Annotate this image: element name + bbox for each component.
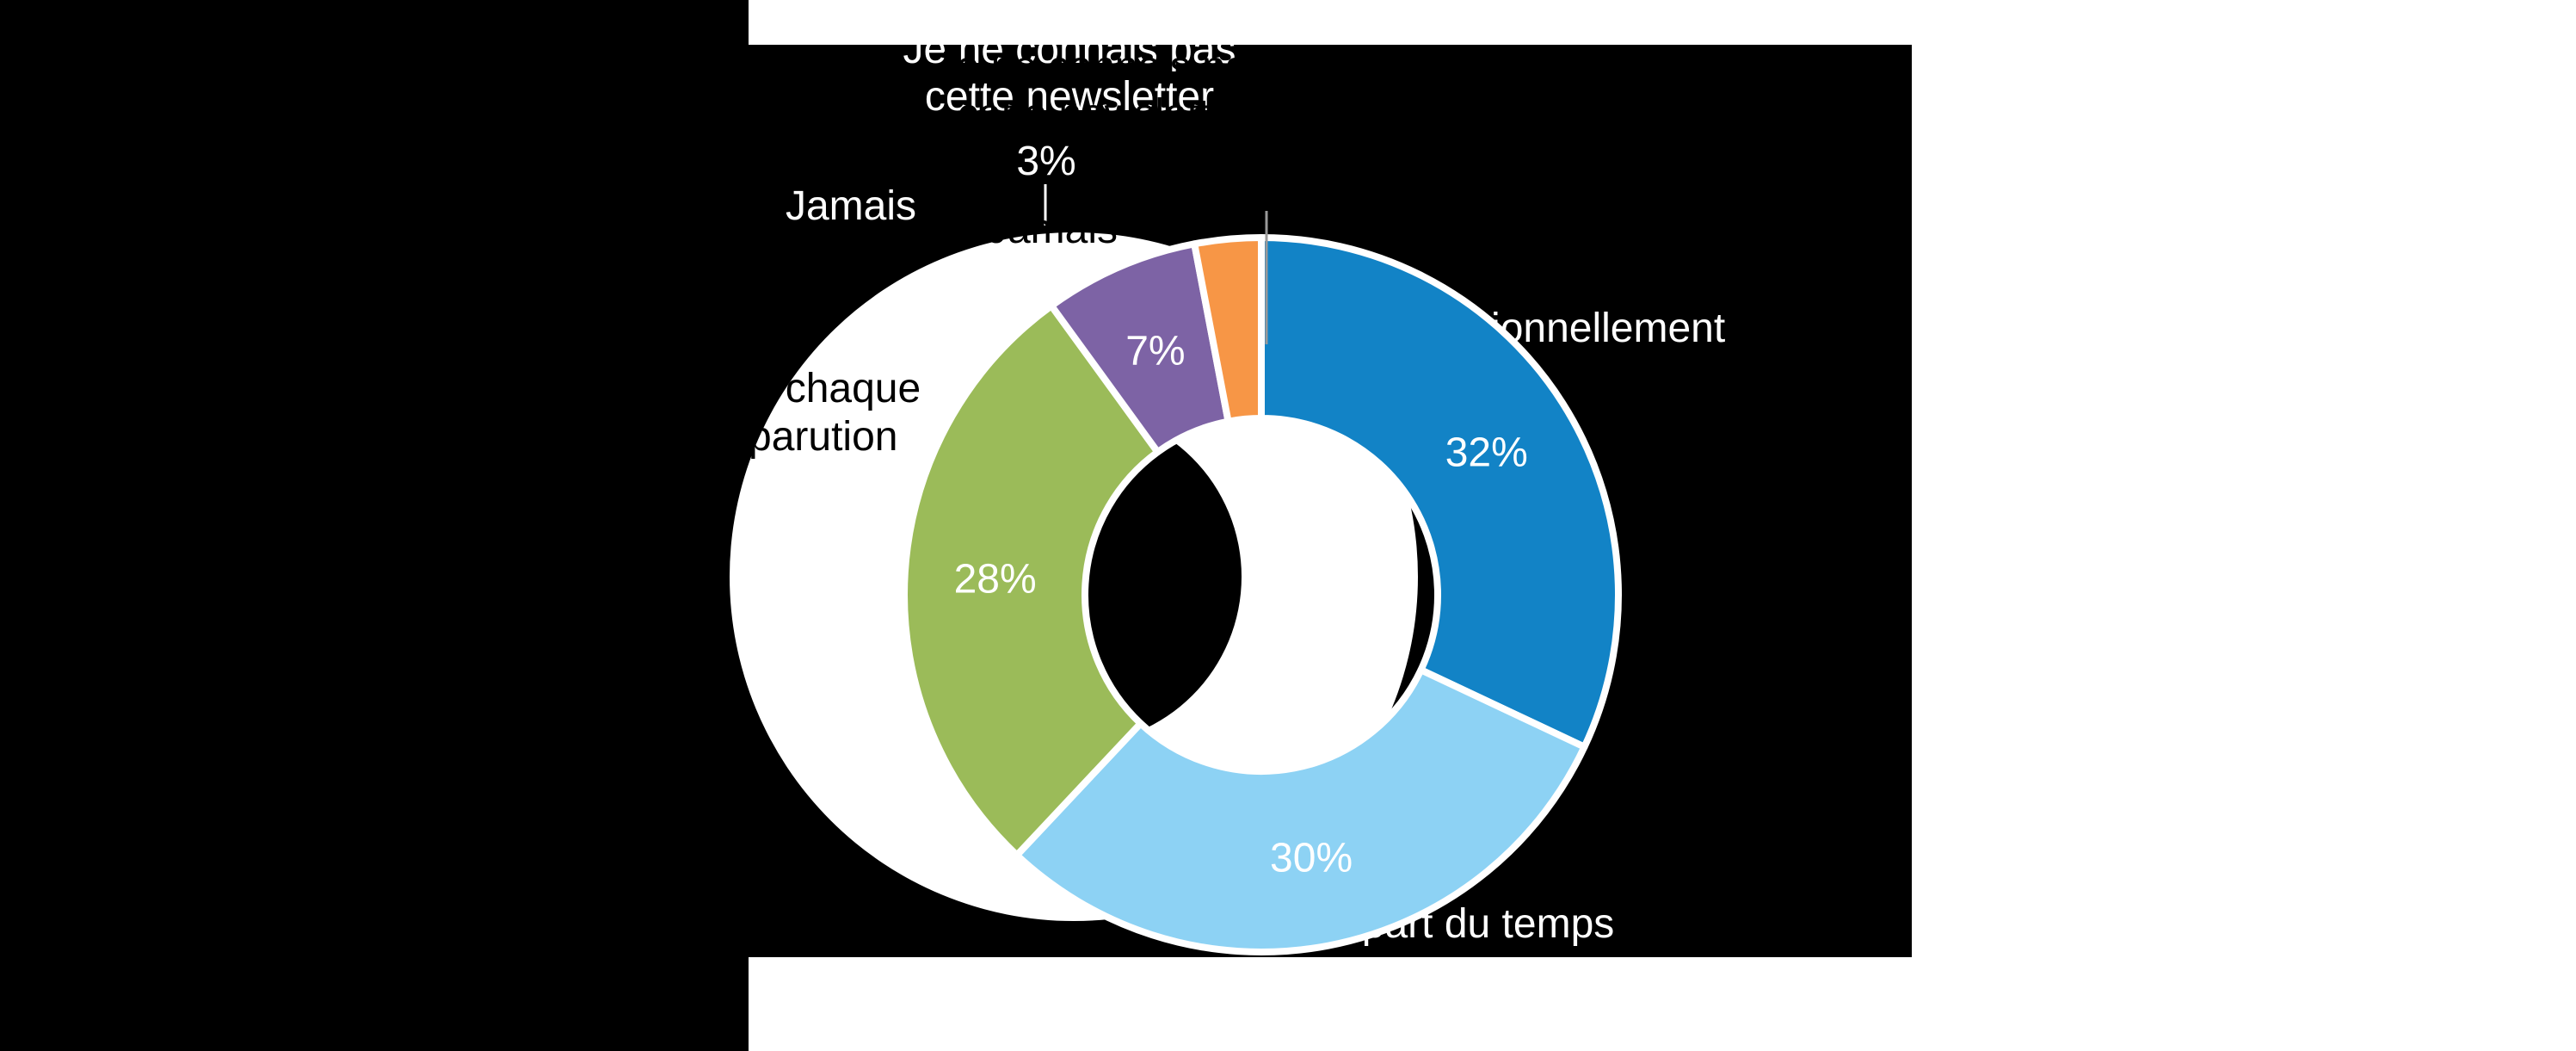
label-je-ne-connais-line1-shadow: Je ne connais pas — [935, 44, 1269, 90]
label-parution: parution — [749, 414, 898, 460]
slice-percent-label: 7% — [1125, 328, 1185, 374]
slice-percent-label: 28% — [954, 556, 1037, 602]
slice-percent-label: 30% — [1270, 835, 1353, 881]
label-a-chaque: A chaque — [749, 366, 921, 411]
label-la-plupart-du-temps: La plupart du temps — [1249, 901, 1615, 947]
label-je-ne-connais-line2-shadow: cette newsletter — [957, 91, 1248, 137]
label-je-ne-connais-line1: Je ne connais pas — [903, 27, 1236, 72]
label-occasionnellement: Occasionnellement — [1374, 306, 1726, 351]
slice-a-chaque-parution — [901, 302, 1162, 859]
slice-percent-label: 32% — [1445, 430, 1528, 476]
ghost-white-ring — [730, 232, 1418, 921]
slice-jamais — [1048, 240, 1232, 456]
label-3-percent: 3% — [1016, 139, 1076, 184]
label-jamais-white: Jamais — [785, 183, 917, 229]
label-je-ne-connais-line2: cette newsletter — [924, 74, 1215, 120]
slice-je-ne-connais-pas-cette-newsletter — [1191, 234, 1265, 425]
label-jamais-black: Jamais — [986, 207, 1119, 252]
black-overlay-rect — [749, 45, 1912, 957]
